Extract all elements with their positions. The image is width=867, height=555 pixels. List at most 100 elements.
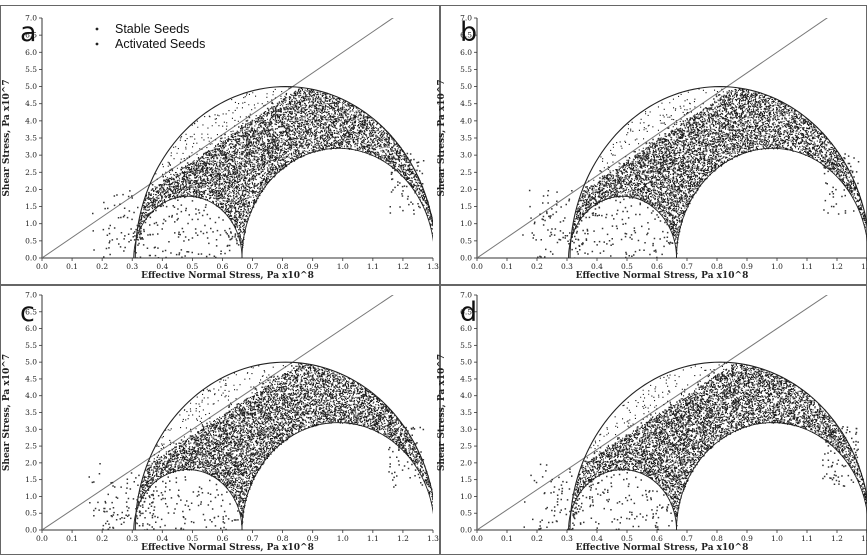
x-tick-label: 0.8: [711, 262, 723, 271]
y-tick-label: 0.0: [460, 526, 472, 535]
x-tick-label: 0.8: [277, 262, 289, 271]
y-tick-label: 1.5: [460, 475, 472, 484]
y-tick-label: 6.5: [460, 31, 472, 40]
panel-label: c: [20, 297, 35, 328]
x-axis-label: Effective Normal Stress, Pa x10^8: [576, 271, 749, 281]
y-tick-label: 2.0: [460, 185, 472, 194]
x-tick-label: 0.5: [186, 534, 198, 543]
stable-seeds: [136, 87, 433, 248]
x-tick-label: 1.0: [337, 534, 349, 543]
y-tick-label: 0.5: [25, 236, 37, 245]
x-tick-label: 0.5: [186, 262, 198, 271]
y-tick-label: 3.0: [460, 151, 472, 160]
x-tick-label: 0.1: [501, 534, 513, 543]
x-tick-label: 0.7: [247, 262, 259, 271]
x-tick-label: 0.6: [651, 262, 663, 271]
x-tick-label: 0.6: [216, 262, 228, 271]
y-tick-label: 6.5: [460, 307, 472, 316]
y-tick-label: 4.5: [25, 374, 37, 383]
x-tick-label: 1.0: [337, 262, 349, 271]
x-tick-label: 0.9: [741, 262, 753, 271]
y-tick-label: 6.0: [25, 48, 37, 57]
x-tick-label: 1.1: [367, 534, 379, 543]
x-tick-label: 1.2: [397, 534, 409, 543]
x-tick-label: 1.3: [861, 262, 867, 271]
y-tick-label: 6.0: [460, 48, 472, 57]
y-tick-label: 0.0: [460, 254, 472, 263]
legend-marker: [95, 27, 99, 31]
mohr-circle: [569, 361, 867, 530]
legend-entry: Stable Seeds: [115, 22, 189, 36]
y-tick-label: 2.0: [25, 185, 37, 194]
y-tick-label: 2.5: [25, 442, 37, 451]
y-tick-label: 0.5: [460, 236, 472, 245]
panel-c: 0.0 0.1 0.2 0.3 0.4 0.5 0.6 0.7 0.8 0.9 1.0 1.1 1.2 1…: [0, 285, 440, 555]
x-tick-label: 1.1: [367, 262, 379, 271]
x-tick-label: 0.7: [681, 534, 693, 543]
x-tick-label: 1.3: [427, 262, 439, 271]
failure-envelope-line: [42, 18, 394, 258]
y-tick-label: 0.5: [460, 509, 472, 518]
y-tick-label: 1.0: [460, 492, 472, 501]
y-tick-label: 3.0: [25, 151, 37, 160]
y-tick-label: 3.0: [25, 425, 37, 434]
panel-frame: [0, 5, 440, 285]
y-tick-label: 2.5: [460, 168, 472, 177]
y-tick-label: 6.0: [460, 324, 472, 333]
y-axis-label: Shear Stress, Pa x10^7: [437, 354, 447, 471]
y-tick-label: 4.5: [460, 374, 472, 383]
y-tick-label: 1.0: [25, 492, 37, 501]
x-tick-label: 0.6: [651, 534, 663, 543]
stable-seeds: [136, 362, 433, 525]
x-tick-label: 0.0: [471, 262, 483, 271]
y-tick-label: 4.0: [460, 391, 472, 400]
y-tick-label: 3.5: [25, 134, 37, 143]
panel-d: 0.0 0.1 0.2 0.3 0.4 0.5 0.6 0.7 0.8 0.9 1.0 1.1 1.2 1…: [437, 285, 867, 555]
y-tick-label: 2.5: [460, 442, 472, 451]
y-tick-label: 1.0: [460, 219, 472, 228]
y-tick-label: 6.0: [25, 324, 37, 333]
panel-a: 0.0 0.1 0.2 0.3 0.4 0.5 0.6 0.7 0.8 0.9 1.0 1.1 1.2 1…: [0, 5, 440, 285]
y-tick-label: 7.0: [25, 14, 37, 23]
y-tick-label: 3.5: [460, 408, 472, 417]
y-tick-label: 1.5: [25, 475, 37, 484]
y-tick-label: 7.0: [460, 14, 472, 23]
plot-area: [42, 18, 433, 258]
x-tick-label: 0.3: [126, 534, 138, 543]
y-tick-label: 5.0: [25, 358, 37, 367]
x-tick-label: 0.7: [681, 262, 693, 271]
panel-label: d: [460, 297, 477, 328]
stable-seeds: [571, 88, 867, 251]
plot-area: [42, 295, 433, 530]
y-tick-label: 4.0: [25, 116, 37, 125]
x-tick-label: 0.2: [96, 262, 108, 271]
y-tick-label: 4.0: [25, 391, 37, 400]
y-tick-label: 5.0: [460, 358, 472, 367]
y-tick-label: 7.0: [460, 291, 472, 300]
y-tick-label: 7.0: [25, 291, 37, 300]
y-tick-label: 1.0: [25, 219, 37, 228]
x-tick-label: 1.3: [861, 534, 867, 543]
x-axis-label: Effective Normal Stress, Pa x10^8: [141, 543, 314, 553]
mohr-circle: [569, 86, 867, 258]
mohr-circle: [134, 86, 433, 258]
y-tick-label: 0.5: [25, 509, 37, 518]
y-tick-label: 4.0: [460, 116, 472, 125]
y-tick-label: 5.0: [460, 82, 472, 91]
x-tick-label: 1.1: [801, 262, 813, 271]
x-tick-label: 0.2: [531, 534, 543, 543]
y-tick-label: 5.0: [25, 82, 37, 91]
plot-area: [477, 295, 867, 530]
x-tick-label: 0.9: [741, 534, 753, 543]
y-tick-label: 1.5: [25, 202, 37, 211]
x-tick-label: 0.3: [126, 262, 138, 271]
y-axis-label: Shear Stress, Pa x10^7: [437, 79, 447, 196]
legend-entry: Activated Seeds: [115, 37, 205, 51]
plot-area: [477, 18, 867, 258]
y-tick-label: 3.5: [460, 134, 472, 143]
y-tick-label: 4.5: [25, 99, 37, 108]
x-tick-label: 0.2: [96, 534, 108, 543]
x-tick-label: 0.1: [66, 262, 78, 271]
y-tick-label: 1.5: [460, 202, 472, 211]
